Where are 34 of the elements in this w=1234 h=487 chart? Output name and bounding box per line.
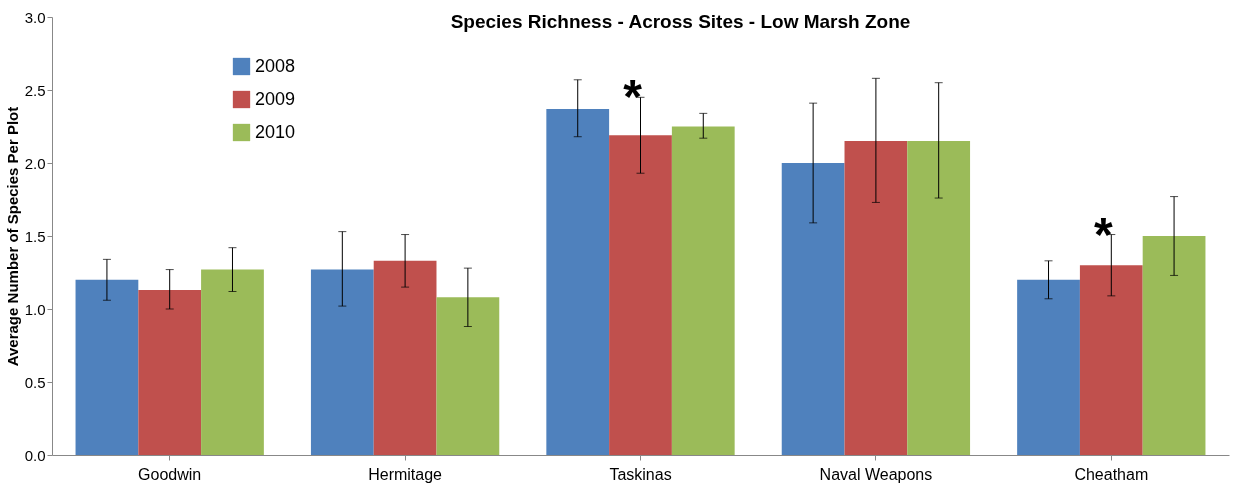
bar — [1142, 236, 1206, 455]
y-tick-label: 0.0 — [24, 446, 46, 464]
bar — [75, 279, 139, 455]
chart-title: Species Richness - Across Sites - Low Marsh Zone — [450, 11, 911, 32]
y-tick-label: 2.0 — [24, 154, 46, 172]
x-tick-label: Naval Weapons — [819, 465, 933, 483]
annotation: * — [1093, 207, 1113, 261]
y-tick-label: 3.0 — [24, 8, 46, 26]
bar — [546, 108, 610, 455]
bar — [373, 260, 437, 455]
annotation: * — [623, 70, 643, 124]
x-tick-label: Cheatham — [1074, 465, 1149, 483]
legend-label: 2009 — [255, 88, 296, 109]
bar — [310, 269, 374, 455]
bar — [1079, 265, 1143, 455]
y-tick-label: 1.0 — [24, 300, 46, 318]
bar — [907, 141, 971, 455]
y-tick-label: 2.5 — [24, 81, 46, 99]
bar — [844, 141, 908, 455]
bar — [436, 297, 500, 455]
bar — [201, 269, 264, 455]
bar — [609, 135, 672, 455]
legend-label: 2010 — [255, 121, 296, 142]
legend-label: 2008 — [255, 55, 296, 76]
x-tick-label: Taskinas — [609, 465, 672, 483]
y-tick-label: 1.5 — [24, 227, 46, 245]
bar — [1017, 279, 1080, 455]
y-tick-label: 0.5 — [24, 373, 46, 391]
bar — [781, 163, 845, 455]
x-tick-label: Goodwin — [138, 465, 202, 483]
x-tick-label: Hermitage — [368, 465, 443, 483]
bar — [138, 290, 202, 455]
y-axis-title: Average Number of Species Per Plot — [3, 106, 21, 367]
bar — [671, 126, 735, 455]
